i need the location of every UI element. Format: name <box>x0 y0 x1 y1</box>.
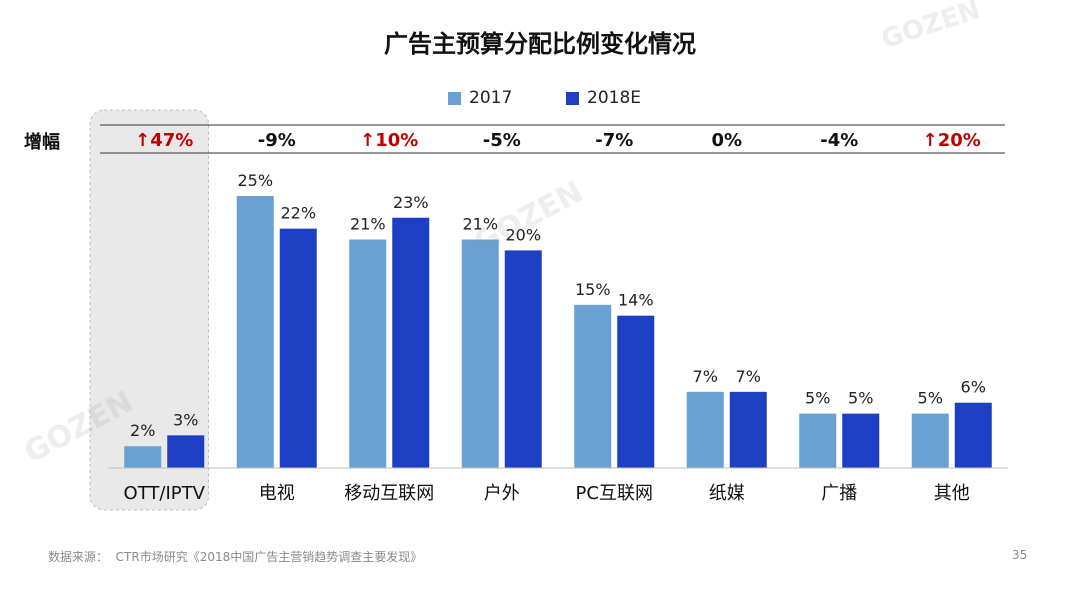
legend: 2017 2018E <box>0 86 1080 110</box>
growth-row-label: 增幅 <box>24 132 60 153</box>
category-label: 纸媒 <box>709 483 745 504</box>
data-label: 6% <box>961 378 986 397</box>
legend-item-2017: 2017 <box>448 86 512 110</box>
bar-2018e <box>279 228 317 468</box>
data-label: 20% <box>505 225 541 244</box>
bar-2018e <box>954 402 992 468</box>
highlight-box <box>89 109 209 511</box>
bar-2018e <box>729 391 767 468</box>
data-label: 2% <box>130 421 155 440</box>
category-label: 移动互联网 <box>344 483 434 504</box>
data-label: 21% <box>462 215 498 234</box>
category-label: OTT/IPTV <box>124 483 206 504</box>
growth-value: -4% <box>820 130 858 151</box>
data-label: 5% <box>848 389 873 408</box>
category-label: 广播 <box>821 483 857 504</box>
bar-2017 <box>236 196 274 468</box>
data-label: 22% <box>280 204 316 223</box>
growth-value: -5% <box>483 130 521 151</box>
data-label: 7% <box>736 367 761 386</box>
bar-2017 <box>461 239 499 468</box>
legend-swatch-2017 <box>448 91 461 105</box>
data-label: 3% <box>173 410 198 429</box>
legend-item-2018e: 2018E <box>566 86 641 110</box>
category-label: PC互联网 <box>576 483 653 504</box>
bar-2018e <box>842 413 880 468</box>
bar-2017 <box>124 446 162 468</box>
footer-source: 数据来源： CTR市场研究《2018中国广告主营销趋势调查主要发现》 <box>48 548 422 565</box>
bar-2017 <box>686 391 724 468</box>
category-label: 其他 <box>934 483 970 504</box>
bar-2018e <box>504 250 542 468</box>
data-label: 25% <box>237 171 273 190</box>
data-label: 14% <box>618 291 654 310</box>
growth-value: ↑47% <box>135 130 193 151</box>
growth-value: ↑20% <box>923 130 981 151</box>
legend-label-2017: 2017 <box>469 88 513 108</box>
data-label: 21% <box>350 215 386 234</box>
bar-2018e <box>617 315 655 468</box>
source-label: 数据来源： <box>48 550 109 564</box>
page-number: 35 <box>1012 548 1028 562</box>
category-label: 电视 <box>259 483 295 504</box>
data-label: 23% <box>393 193 429 212</box>
legend-label-2018e: 2018E <box>587 88 642 108</box>
source-text: CTR市场研究《2018中国广告主营销趋势调查主要发现》 <box>115 550 423 564</box>
bar-2018e <box>392 217 430 468</box>
data-label: 7% <box>693 367 718 386</box>
bar-2017 <box>799 413 837 468</box>
bar-2017 <box>911 413 949 468</box>
data-label: 5% <box>918 389 943 408</box>
growth-value: ↑10% <box>360 130 418 151</box>
bar-2018e <box>167 435 205 468</box>
bar-2017 <box>349 239 387 468</box>
growth-value: -7% <box>595 130 633 151</box>
bar-2017 <box>574 304 612 468</box>
chart-title: 广告主预算分配比例变化情况 <box>384 30 696 58</box>
data-label: 15% <box>575 280 611 299</box>
category-label: 户外 <box>484 483 520 504</box>
bar-chart: ↑47% 2% 3% OTT/IPTV -9% 25% 22% 电视 ↑10% 21% 23% 移动互… <box>89 109 1008 511</box>
legend-swatch-2018e <box>566 91 579 105</box>
growth-value: 0% <box>711 130 742 151</box>
growth-value: -9% <box>258 130 296 151</box>
data-label: 5% <box>805 389 830 408</box>
